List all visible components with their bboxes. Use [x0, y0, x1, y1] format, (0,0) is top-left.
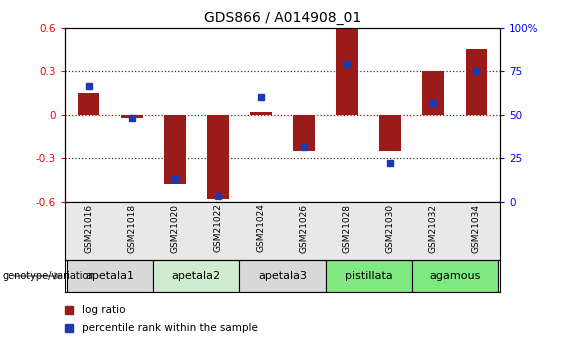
Text: genotype/variation: genotype/variation — [3, 271, 95, 281]
Text: apetala3: apetala3 — [258, 271, 307, 281]
Bar — [293, 115, 315, 151]
Title: GDS866 / A014908_01: GDS866 / A014908_01 — [204, 11, 361, 25]
Text: GSM21026: GSM21026 — [299, 204, 308, 253]
Text: GSM21022: GSM21022 — [214, 204, 223, 253]
Text: log ratio: log ratio — [82, 305, 126, 315]
Text: GSM21034: GSM21034 — [472, 204, 481, 253]
Text: apetala2: apetala2 — [172, 271, 221, 281]
Text: agamous: agamous — [429, 271, 480, 281]
Text: GSM21028: GSM21028 — [342, 204, 351, 253]
Bar — [380, 115, 401, 151]
Bar — [250, 112, 272, 115]
Text: percentile rank within the sample: percentile rank within the sample — [82, 323, 258, 333]
Bar — [207, 115, 229, 199]
Bar — [423, 71, 444, 115]
Text: GSM21024: GSM21024 — [257, 204, 266, 253]
Bar — [466, 49, 487, 115]
Text: GSM21020: GSM21020 — [170, 204, 179, 253]
Bar — [412, 260, 498, 292]
Bar — [78, 93, 99, 115]
Bar — [240, 260, 325, 292]
Text: pistillata: pistillata — [345, 271, 393, 281]
Text: GSM21018: GSM21018 — [127, 204, 136, 253]
Text: GSM21032: GSM21032 — [429, 204, 438, 253]
Bar — [153, 260, 240, 292]
Text: apetala1: apetala1 — [86, 271, 134, 281]
Bar — [67, 260, 153, 292]
Bar — [164, 115, 185, 185]
Bar — [325, 260, 412, 292]
Bar — [121, 115, 142, 118]
Text: GSM21016: GSM21016 — [84, 204, 93, 253]
Text: GSM21030: GSM21030 — [386, 204, 395, 253]
Bar — [336, 28, 358, 115]
